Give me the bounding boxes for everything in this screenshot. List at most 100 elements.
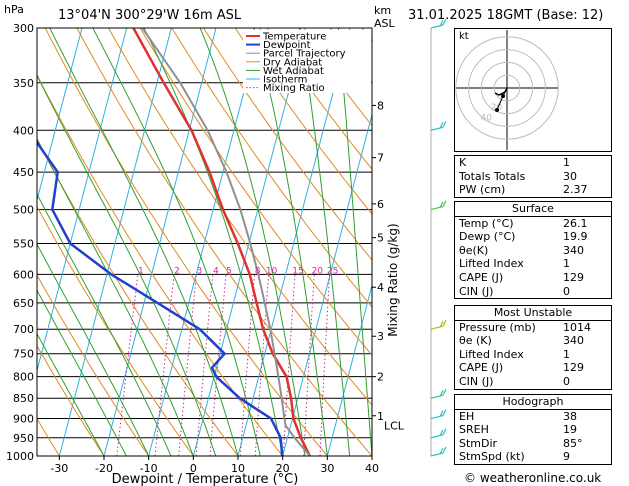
- mixing-ratio-axis-label: Mixing Ratio (g/kg): [386, 223, 400, 336]
- hodograph-stat-label: StmSpd (kt): [459, 450, 525, 464]
- hodograph-point: [501, 94, 505, 98]
- wind-barb: [430, 388, 447, 399]
- mixing-ratio-line: [195, 274, 214, 456]
- mixing-ratio-line: [178, 274, 197, 456]
- plot-frame: [36, 27, 373, 457]
- wet-adiabat: [299, 28, 351, 456]
- series-dewpoint: [37, 140, 284, 456]
- surface-label: θe(K): [459, 243, 489, 257]
- surface-row: θe(K) 340: [455, 244, 611, 258]
- unstable-title: Most Unstable: [455, 306, 611, 321]
- sounding-lines: [37, 28, 312, 456]
- wet-adiabat: [37, 243, 150, 456]
- index-value: 30: [563, 169, 577, 183]
- isotherm: [58, 28, 172, 456]
- datetime-label: 31.01.2025 18GMT (Base: 12): [408, 8, 604, 23]
- hodograph-stat-label: SREH: [459, 423, 489, 437]
- legend-entry: Mixing Ratio: [263, 83, 325, 94]
- x-tick-label: 30: [320, 462, 334, 475]
- surface-row: CAPE (J) 129: [455, 271, 611, 285]
- location-label: 13°04'N 300°29'W 16m ASL: [58, 8, 242, 23]
- mixing-ratio-line: [303, 274, 315, 456]
- isotherm: [237, 28, 351, 456]
- mixing-ratio-line: [116, 274, 139, 456]
- hodograph-stat-row: EH 38: [455, 410, 611, 424]
- indices-panel: K 1 Totals Totals 30 PW (cm) 2.37: [454, 155, 612, 198]
- legend-entry: Temperature: [262, 32, 326, 43]
- mixing-ratio-label: 4: [213, 266, 219, 276]
- pressure-tick-label: 600: [13, 268, 34, 281]
- hodograph-stat-row: StmDir 85°: [455, 437, 611, 451]
- pressure-tick-label: 850: [13, 392, 34, 405]
- surface-label: Dewp (°C): [459, 230, 516, 244]
- hodograph-stat-value: 9: [563, 450, 570, 464]
- isotherm: [148, 28, 262, 456]
- unstable-value: 1: [563, 347, 570, 361]
- index-value: 2.37: [563, 183, 588, 197]
- legend-entry: Dewpoint: [263, 40, 311, 51]
- mixing-ratio-label: 25: [327, 266, 338, 276]
- hodograph-stats-title: Hodograph: [455, 395, 611, 410]
- km-tick-label: 1: [377, 410, 384, 423]
- series-parcel-trajectory: [141, 28, 311, 456]
- x-tick-label: 10: [231, 462, 245, 475]
- hodograph-kt-label: kt: [459, 31, 469, 42]
- wind-barb: [430, 428, 447, 439]
- unstable-value: 0: [563, 374, 570, 388]
- pressure-tick-label: 300: [13, 22, 34, 35]
- unstable-row: CIN (J) 0: [455, 375, 611, 389]
- unstable-label: CIN (J): [459, 374, 494, 388]
- wind-barb: [430, 120, 447, 131]
- units-asl: ASL: [374, 17, 395, 30]
- dry-adiabat: [76, 28, 372, 456]
- mixing-ratio-label: 3: [197, 266, 203, 276]
- unstable-row: Pressure (mb) 1014: [455, 321, 611, 335]
- hodograph-stat-row: StmSpd (kt) 9: [455, 450, 611, 464]
- dry-adiabat: [203, 28, 372, 261]
- mixing-ratio-label: 15: [292, 266, 303, 276]
- dry-adiabat: [37, 73, 284, 456]
- index-row: PW (cm) 2.37: [455, 183, 611, 197]
- legend-entry: Dry Adiabat: [263, 57, 322, 68]
- unstable-value: 340: [563, 334, 584, 348]
- mixing-ratio-label: 5: [226, 266, 232, 276]
- hodograph-ring-label: 40: [481, 113, 493, 123]
- mixing-ratio-label: 1: [138, 266, 144, 276]
- hodograph-stat-value: 85°: [563, 436, 583, 450]
- surface-label: Temp (°C): [459, 216, 514, 230]
- index-label: Totals Totals: [459, 169, 526, 183]
- legend-entry: Isotherm: [263, 75, 307, 86]
- credit-text: © weatheronline.co.uk: [464, 471, 602, 485]
- mixing-ratio-line: [154, 274, 175, 456]
- axes: 1 2 3 4 5 8 10 15 20 2530035040045050055060065070…: [6, 22, 405, 475]
- unstable-label: Pressure (mb): [459, 320, 536, 334]
- unstable-value: 129: [563, 361, 584, 375]
- hodograph-ring: [468, 49, 546, 127]
- dry-adiabat: [37, 344, 105, 456]
- wet-adiabat: [37, 137, 194, 456]
- hodograph-ring: [480, 61, 534, 115]
- dry-adiabat: [234, 28, 372, 215]
- hodograph-stat-label: StmDir: [459, 436, 498, 450]
- wind-barbs: [430, 18, 447, 457]
- pressure-tick-label: 750: [13, 348, 34, 361]
- wet-adiabat: [37, 193, 172, 456]
- wet-adiabat: [49, 28, 239, 456]
- surface-row: CIN (J) 0: [455, 285, 611, 299]
- isotherm: [282, 112, 372, 456]
- surface-value: 0: [563, 284, 570, 298]
- mixing-ratio-line: [319, 274, 331, 456]
- hodograph-ring: [493, 74, 521, 102]
- hodograph-stat-value: 38: [563, 409, 577, 423]
- unstable-row: CAPE (J) 129: [455, 361, 611, 375]
- hodograph-ring: [455, 36, 559, 140]
- legend-box: [243, 30, 371, 93]
- isotherm: [37, 28, 83, 202]
- wet-adiabat: [337, 28, 372, 456]
- unstable-label: Lifted Index: [459, 347, 524, 361]
- wind-barb: [430, 18, 447, 29]
- wind-barb: [430, 409, 447, 420]
- x-tick-label: 0: [190, 462, 197, 475]
- mixing-ratio-label: 10: [266, 266, 278, 276]
